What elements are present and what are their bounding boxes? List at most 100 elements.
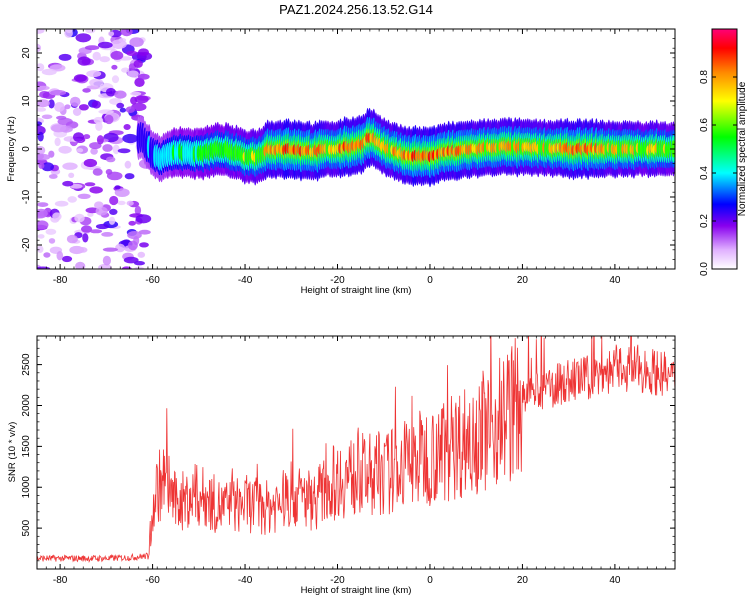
noise-blob [41,68,57,76]
noise-blob [134,205,142,216]
noise-blob [124,173,135,180]
noise-blob [116,102,125,109]
spectrogram-noise-field [37,29,155,269]
noise-blob [37,121,43,127]
noise-blob [137,48,150,56]
noise-blob [76,148,84,153]
x-tick-label: 0 [427,575,433,586]
noise-blob [119,107,127,113]
noise-blob [123,256,139,264]
noise-blob [90,147,98,155]
noise-blob [84,45,100,51]
x-tick-label: -40 [238,275,253,286]
noise-blob [48,99,55,109]
colorbar-tick-label: 0.0 [699,262,710,276]
noise-blob [133,59,143,68]
noise-blob [83,158,98,168]
y-tick-label: 1500 [21,435,32,458]
noise-blob [108,216,116,225]
noise-blob [75,33,92,43]
noise-blob [69,96,81,107]
noise-blob [83,134,91,140]
noise-blob [137,251,146,258]
colorbar-tick-label: 0.6 [699,118,710,132]
noise-blob [37,29,45,34]
y-tick-label: 20 [21,47,32,59]
noise-blob [81,225,93,233]
noise-blob [56,251,64,261]
noise-blob [114,188,130,198]
noise-blob [109,208,118,215]
noise-blob [38,162,45,169]
noise-blob [82,233,89,243]
x-tick-label: -20 [330,275,345,286]
noise-blob [64,104,71,110]
noise-blob [89,78,104,87]
noise-blob [64,29,73,38]
noise-blob [102,247,118,252]
noise-blob [37,245,44,253]
noise-blob [91,100,101,109]
snr-y-label: SNR (10 * v/v) [7,422,18,483]
noise-blob [73,132,84,143]
noise-blob [97,41,113,49]
y-tick-label: -20 [21,237,32,252]
y-tick-label: 500 [21,519,32,536]
noise-blob [110,50,124,60]
noise-blob [98,263,112,269]
noise-blob [54,102,65,112]
noise-blob [105,87,116,97]
snr-y-axis: 500 1000 1500 2000 2500 [21,339,675,570]
noise-blob [93,116,104,124]
y-tick-label: 10 [21,95,32,107]
y-tick-label: 0 [21,146,32,152]
noise-blob [114,185,121,190]
noise-blob [137,73,150,80]
noise-blob [134,77,145,87]
noise-blob [124,160,132,169]
noise-blob [104,114,114,125]
noise-blob [85,29,96,34]
noise-blob [125,106,135,113]
noise-blob [123,124,131,130]
noise-blob [89,142,102,150]
noise-blob [131,102,147,112]
colorbar-tick-label: 0.2 [699,214,710,228]
noise-blob [68,172,75,178]
noise-blob [92,168,103,176]
noise-blob [121,67,130,73]
x-tick-label: 0 [427,275,433,286]
x-tick-label: -40 [238,575,253,586]
noise-blob [102,144,113,152]
noise-blob [48,238,56,244]
noise-blob [50,89,67,96]
spectrogram-x-label: Height of straight line (km) [301,285,412,296]
noise-blob [102,255,111,266]
spectrogram-x-axis: -80 -60 -40 -20 0 20 40 [36,29,676,286]
spectrogram-y-axis: 20 10 0 -10 -20 [21,28,675,270]
noise-blob [67,196,77,203]
noise-blob [37,63,45,72]
noise-blob [37,208,48,218]
noise-blob [37,131,44,142]
noise-blob [41,114,53,120]
noise-blob [117,200,126,206]
colorbar-gradient [711,28,738,270]
noise-blob [98,109,114,114]
x-tick-label: -20 [330,575,345,586]
noise-blob [99,56,110,63]
noise-blob [94,201,104,209]
noise-blob [73,74,87,82]
snr-frame [36,335,676,570]
noise-blob [111,75,120,84]
noise-blob [115,243,126,253]
noise-blob [111,64,118,70]
noise-blob [89,229,103,234]
noise-blob [77,193,91,199]
colorbar: 0.0 0.2 0.4 0.6 0.8 Normalized spectral ampl… [699,28,748,276]
noise-blob [138,229,151,235]
noise-blob [128,220,136,226]
x-tick-label: 20 [517,275,529,286]
noise-blob [52,212,62,221]
